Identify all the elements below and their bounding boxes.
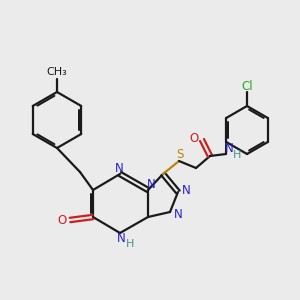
Text: N: N xyxy=(147,178,155,191)
Text: N: N xyxy=(174,208,182,221)
Text: N: N xyxy=(182,184,190,197)
Text: O: O xyxy=(57,214,67,226)
Text: S: S xyxy=(176,148,184,160)
Text: H: H xyxy=(233,150,241,160)
Text: Cl: Cl xyxy=(241,80,253,92)
Text: O: O xyxy=(189,133,199,146)
Text: N: N xyxy=(117,232,125,245)
Text: N: N xyxy=(225,142,233,154)
Text: CH₃: CH₃ xyxy=(46,67,68,77)
Text: H: H xyxy=(126,239,134,249)
Text: N: N xyxy=(115,163,123,176)
